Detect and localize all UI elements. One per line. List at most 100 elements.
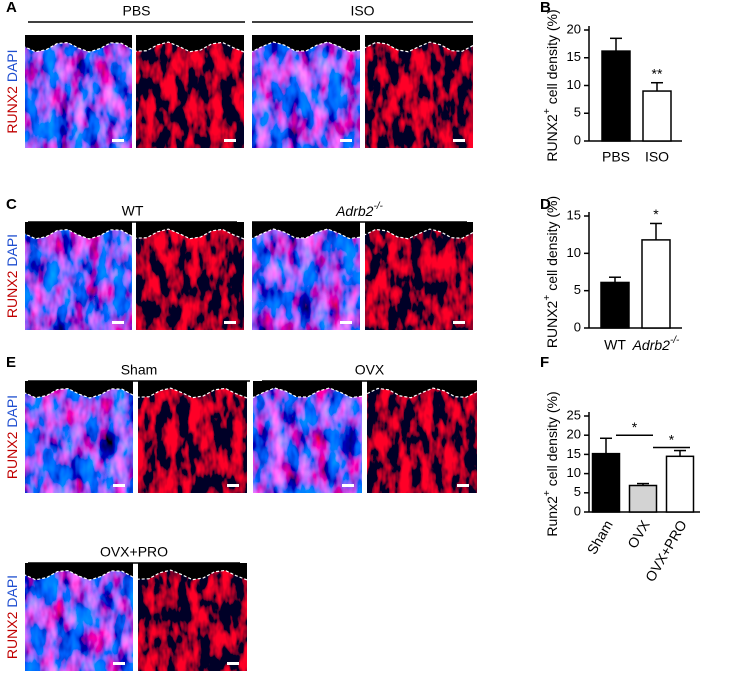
y-tick-label: 10 (567, 245, 581, 260)
significance: * (632, 419, 638, 435)
scale-bar (224, 139, 236, 142)
micrograph-signal (365, 35, 473, 148)
stain-label: RUNX2 DAPI (4, 49, 20, 133)
cartilage-dark (136, 222, 244, 239)
group-label: ISO (350, 3, 374, 19)
growth-plate-line (137, 387, 248, 399)
bar (628, 484, 658, 513)
y-axis-label-base: RUNX2 (544, 114, 560, 162)
growth-plate-line (364, 228, 474, 240)
cartilage-dark (138, 381, 247, 398)
bar (591, 452, 621, 513)
growth-plate-line (135, 41, 245, 53)
growth-plate-line (251, 41, 361, 53)
group-label-sup: -/- (373, 201, 383, 212)
y-tick-label: 5 (574, 484, 581, 499)
stain-label: RUNX2 DAPI (4, 575, 20, 659)
y-tick-label: 20 (567, 427, 581, 442)
micrograph-signal (252, 222, 360, 330)
y-tick-label: 15 (567, 49, 581, 64)
stain-dapi: DAPI (4, 234, 20, 267)
cartilage-dark (252, 222, 360, 239)
group-label: Adrb2-/- (335, 201, 383, 219)
x-tick-label: Adrb2-/- (632, 335, 680, 353)
micrograph-signal (136, 35, 244, 148)
cartilage-dark (25, 563, 133, 580)
y-axis-label-sup: + (542, 108, 553, 114)
micrograph-signal (367, 381, 477, 493)
panel-label: B (540, 0, 551, 16)
scale-bar (113, 484, 125, 487)
stain-dapi: DAPI (4, 395, 20, 428)
scale-bar (340, 321, 352, 324)
group-label: OVX (355, 362, 385, 378)
y-axis-label-sup: + (542, 295, 553, 301)
x-tick-label-base: Adrb2 (632, 337, 671, 353)
scale-bar (342, 484, 354, 487)
cartilage-dark (25, 381, 133, 398)
growth-plate-line (137, 569, 248, 581)
y-axis-label-rest: cell density (%) (544, 9, 560, 104)
panel-label: A (6, 0, 17, 16)
cartilage-dark (25, 222, 132, 239)
x-tick-label: PBS (602, 149, 630, 165)
panel-label: F (540, 354, 549, 371)
bar (641, 239, 671, 329)
cartilage-dark (138, 563, 247, 580)
stain-dapi: DAPI (4, 575, 20, 608)
stain-dapi: DAPI (4, 49, 20, 82)
scale-bar (224, 321, 236, 324)
growth-plate-line (24, 387, 134, 399)
stain-runx2: RUNX2 (4, 431, 20, 479)
stain-runx2: RUNX2 (4, 86, 20, 134)
cartilage-dark (136, 35, 244, 52)
y-axis-label-rest: cell density (%) (544, 391, 560, 486)
x-tick-label: WT (604, 337, 626, 353)
scale-bar (457, 484, 469, 487)
y-axis-label: RUNX2+ cell density (%) (542, 196, 560, 348)
scale-bar (112, 139, 124, 142)
y-axis-label: Runx2+ cell density (%) (542, 391, 560, 536)
panel-label: D (540, 196, 551, 213)
bar (642, 90, 672, 142)
x-tick-label-sup: -/- (670, 335, 680, 346)
growth-plate-line (252, 387, 363, 399)
micrograph-signal (252, 35, 360, 148)
y-axis-label-sup: + (542, 490, 553, 496)
micrograph-signal (365, 222, 473, 330)
y-tick-label: 0 (574, 503, 581, 518)
stain-runx2: RUNX2 (4, 270, 20, 318)
cartilage-dark (367, 381, 477, 398)
scale-bar (112, 321, 124, 324)
y-axis-label-rest: cell density (%) (544, 196, 560, 291)
cartilage-dark (253, 381, 362, 398)
growth-plate-line (135, 228, 245, 240)
y-tick-label: 5 (574, 282, 581, 297)
cartilage-dark (25, 35, 132, 52)
y-tick-label: 20 (567, 21, 581, 36)
scale-bar (453, 139, 465, 142)
growth-plate-line (24, 569, 134, 581)
group-label: WT (122, 203, 144, 219)
scale-bar (227, 484, 239, 487)
panel-label: E (6, 354, 16, 371)
bar (600, 281, 630, 329)
y-axis-label-base: Runx2 (544, 496, 560, 537)
x-tick-label: Sham (584, 517, 616, 557)
y-tick-label: 10 (567, 77, 581, 92)
group-label: Sham (121, 362, 158, 378)
significance: ** (652, 65, 663, 81)
scale-bar (340, 139, 352, 142)
bar (601, 50, 631, 142)
significance: * (669, 431, 675, 447)
stain-runx2: RUNX2 (4, 611, 20, 659)
group-label-base: Adrb2 (335, 203, 374, 219)
growth-plate-line (364, 41, 474, 53)
y-tick-label: 15 (567, 207, 581, 222)
scale-bar (453, 321, 465, 324)
growth-plate-line (24, 228, 133, 240)
growth-plate-line (251, 228, 361, 240)
cartilage-dark (252, 35, 360, 52)
y-axis-label: RUNX2+ cell density (%) (542, 9, 560, 161)
